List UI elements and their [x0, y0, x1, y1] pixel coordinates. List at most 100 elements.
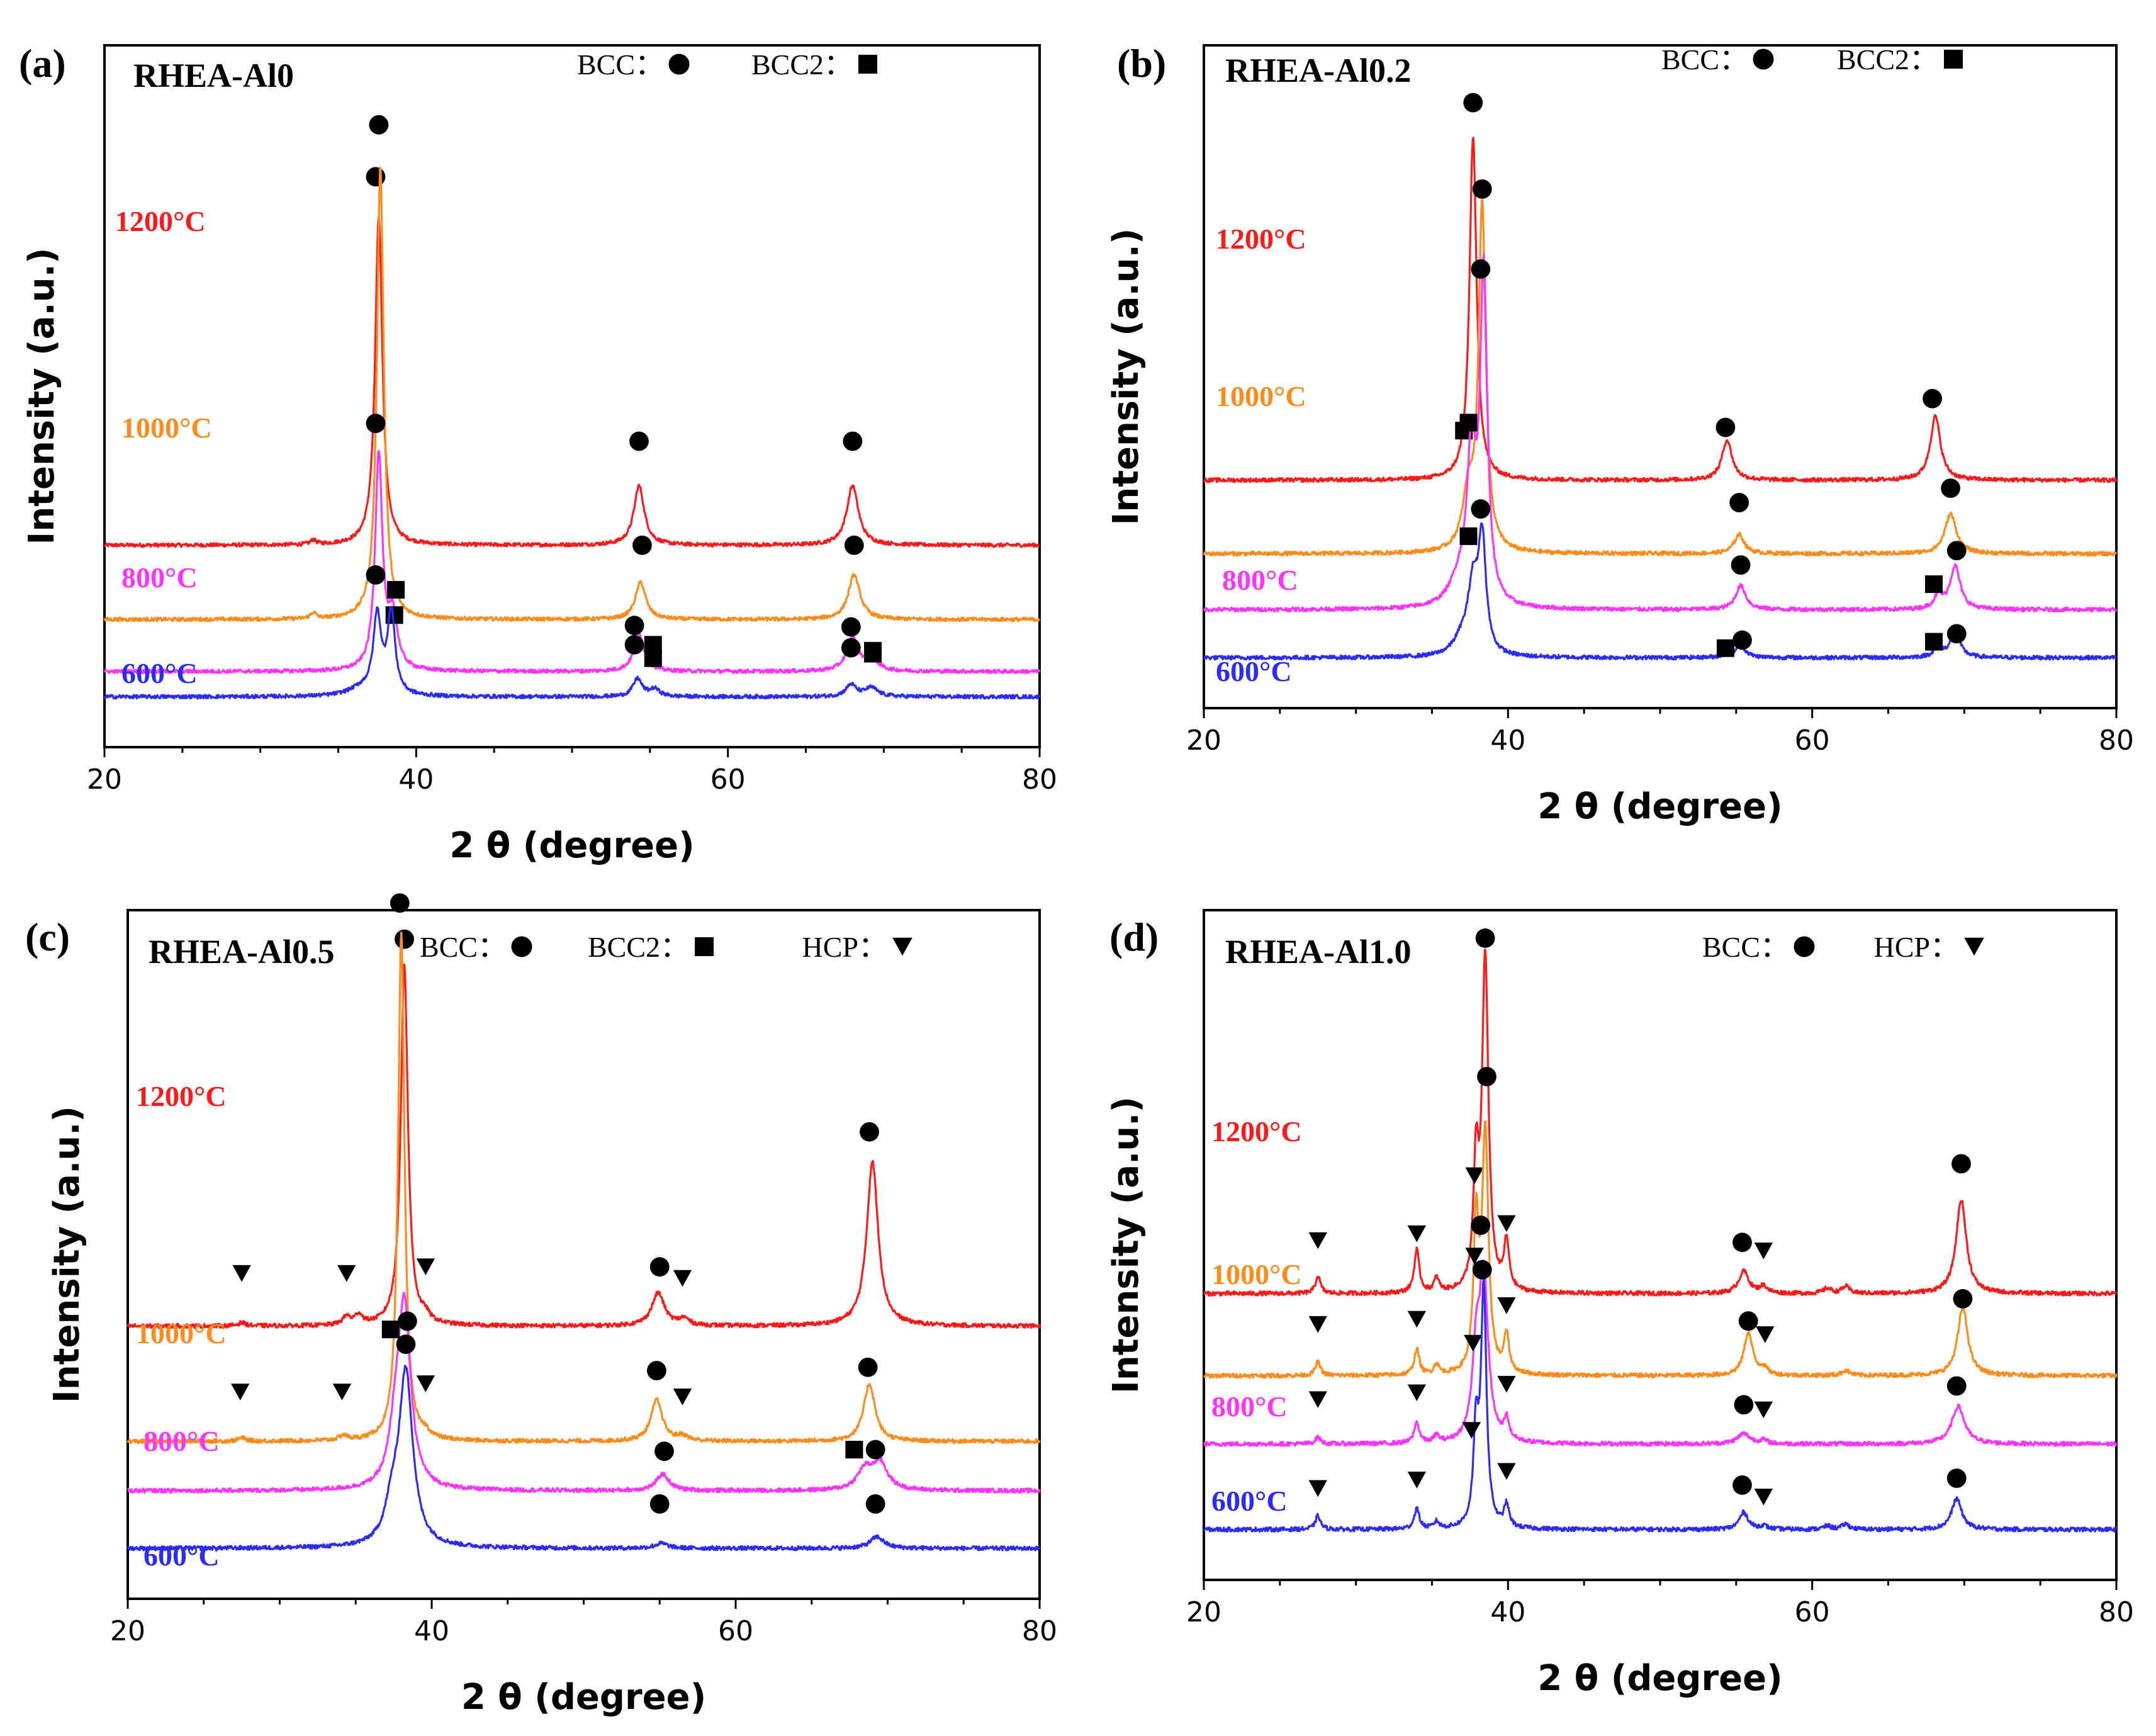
series-1000°C: 1000°C: [1203, 1066, 2118, 1379]
series-1000°C: 1000°C: [103, 115, 1041, 623]
phase-triangle-marker: [1754, 1243, 1773, 1260]
phase-circle-marker: [1946, 1376, 1967, 1396]
plot-frame: [103, 44, 1041, 748]
temperature-label: 1200°C: [136, 1080, 227, 1112]
series-600°C: 600°C: [1203, 499, 2117, 687]
temperature-label: 1000°C: [136, 1317, 227, 1350]
phase-square-marker: [1925, 575, 1943, 594]
xrd-pattern-line: [126, 1365, 1041, 1552]
phase-square-marker: [381, 1321, 400, 1339]
phase-circle-marker: [1738, 1311, 1758, 1331]
phase-circle-marker: [647, 1361, 666, 1380]
x-tick-label: 40: [398, 764, 434, 796]
phase-triangle-marker: [1308, 1391, 1327, 1408]
phase-circle-marker: [1946, 624, 1967, 644]
y-axis-title: Intensity (a.u.): [47, 1106, 87, 1403]
legend-triangle-icon: [892, 937, 912, 956]
phase-triangle-marker: [231, 1384, 250, 1401]
phase-triangle-marker: [1462, 1422, 1481, 1439]
phase-triangle-marker: [1407, 1384, 1427, 1402]
series-800°C: 800°C: [127, 1292, 1041, 1494]
temperature-label: 1000°C: [1211, 1258, 1302, 1290]
series-600°C: 600°C: [126, 1334, 1041, 1572]
series-1000°C: 1000°C: [1203, 179, 2118, 557]
phase-circle-marker: [1477, 1066, 1496, 1086]
legend-label: BCC2：: [588, 931, 689, 963]
phase-square-marker: [1459, 527, 1478, 545]
panel-b: 20 40 60 80 2 θ (degree) Intensity (a.u.) (b) R…: [1106, 41, 2134, 827]
legend-triangle-icon: [1964, 937, 1984, 956]
x-tick-label: 20: [110, 1615, 145, 1647]
x-tick-label: 60: [710, 764, 746, 796]
legend-circle-icon: [668, 54, 690, 75]
series-800°C: 800°C: [1203, 1215, 2118, 1447]
xrd-pattern-line: [1203, 137, 2118, 483]
legend-label: BCC：: [577, 48, 664, 81]
x-axis-title: 2 θ (degree): [1537, 1658, 1782, 1699]
xrd-pattern-line: [1203, 1259, 2118, 1447]
x-tick-label: 60: [718, 1615, 753, 1647]
phase-triangle-marker: [1497, 1215, 1516, 1232]
phase-circle-marker: [366, 414, 386, 434]
legend-square-icon: [1944, 50, 1963, 69]
phase-triangle-marker: [1497, 1375, 1516, 1393]
phase-circle-marker: [1471, 1215, 1491, 1236]
phase-circle-marker: [395, 929, 414, 949]
x-tick-label: 80: [1022, 764, 1057, 796]
xrd-pattern-line: [1203, 199, 2118, 557]
phase-circle-marker: [624, 616, 644, 636]
y-axis-title: Intensity (a.u.): [1106, 228, 1147, 525]
phase-triangle-marker: [1756, 1326, 1775, 1343]
phase-triangle-marker: [332, 1384, 352, 1401]
legend-label: BCC：: [1702, 931, 1789, 963]
panel-d: 20 40 60 80 2 θ (degree) Intensity (a.u.) (d) R…: [1106, 909, 2134, 1699]
phase-square-marker: [1716, 639, 1734, 657]
phase-circle-marker: [858, 1357, 878, 1377]
x-tick-label: 40: [1490, 1596, 1525, 1628]
temperature-label: 600°C: [1211, 1485, 1288, 1517]
legend-circle-icon: [511, 936, 532, 957]
xrd-pattern-line: [1203, 1120, 2118, 1379]
phase-triangle-marker: [1497, 1463, 1516, 1480]
phase-circle-marker: [1953, 1289, 1973, 1309]
x-tick-label: 80: [2099, 724, 2134, 757]
phase-circle-marker: [1715, 417, 1736, 437]
phase-triangle-marker: [416, 1375, 435, 1392]
legend-square-icon: [695, 937, 714, 956]
xrd-pattern-line: [1203, 948, 2118, 1297]
xrd-pattern-line: [127, 1292, 1041, 1494]
x-axis-title: 2 θ (degree): [449, 825, 694, 866]
legend-label: BCC2：: [751, 48, 853, 81]
series-1200°C: 1200°C: [126, 929, 1041, 1329]
phase-square-marker: [1459, 414, 1478, 432]
phase-circle-marker: [624, 634, 644, 655]
temperature-label: 800°C: [1222, 564, 1298, 596]
xrd-pattern-line: [126, 932, 1041, 1445]
phase-circle-marker: [1732, 1232, 1752, 1253]
legend-label: BCC：: [1661, 43, 1748, 76]
phase-circle-marker: [649, 1494, 670, 1514]
panel-label: (b): [1117, 41, 1166, 86]
xrd-pattern-line: [103, 215, 1040, 548]
series-600°C: 600°C: [1203, 1260, 2118, 1533]
phase-circle-marker: [1732, 1475, 1752, 1495]
phase-triangle-marker: [232, 1265, 251, 1282]
phase-triangle-marker: [1407, 1310, 1427, 1328]
x-tick-label: 80: [1022, 1615, 1057, 1647]
phase-circle-marker: [629, 431, 649, 451]
sample-title: RHEA-Al0: [133, 57, 294, 94]
phase-circle-marker: [1731, 555, 1751, 575]
xrd-pattern-line: [1203, 1278, 2118, 1533]
xrd-pattern-line: [126, 963, 1041, 1329]
phase-circle-marker: [1472, 179, 1492, 199]
x-axis-title: 2 θ (degree): [1537, 786, 1782, 827]
legend-circle-icon: [1794, 936, 1815, 957]
phase-circle-marker: [843, 431, 863, 451]
xrd-pattern-line: [103, 166, 1041, 623]
phase-circle-marker: [1472, 1260, 1492, 1280]
y-axis-title: Intensity (a.u.): [21, 247, 62, 544]
phase-circle-marker: [1946, 541, 1967, 561]
temperature-label: 1000°C: [1216, 380, 1306, 412]
plot-frame: [126, 909, 1041, 1600]
